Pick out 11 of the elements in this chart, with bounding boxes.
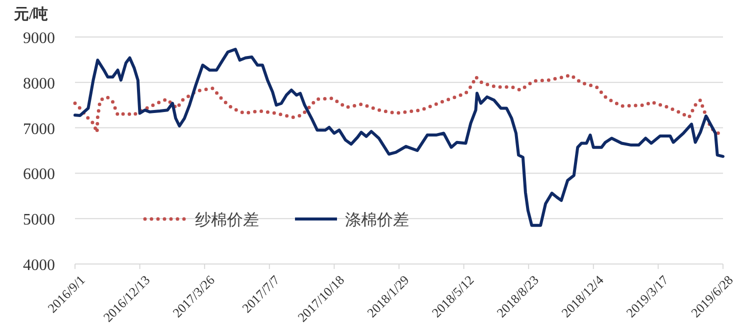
y-tick-label: 5000 <box>23 212 55 229</box>
y-tick-label: 9000 <box>23 30 55 47</box>
y-axis-title: 元/吨 <box>13 6 48 23</box>
y-tick-label: 4000 <box>23 257 55 274</box>
legend-label: 纱棉价差 <box>195 211 259 229</box>
y-tick-label: 7000 <box>23 120 55 138</box>
line-series <box>74 48 724 227</box>
line-series <box>73 73 723 137</box>
y-tick-label: 6000 <box>23 166 55 184</box>
y-tick-label: 8000 <box>23 75 55 92</box>
legend-label: 涤棉价差 <box>345 211 409 229</box>
